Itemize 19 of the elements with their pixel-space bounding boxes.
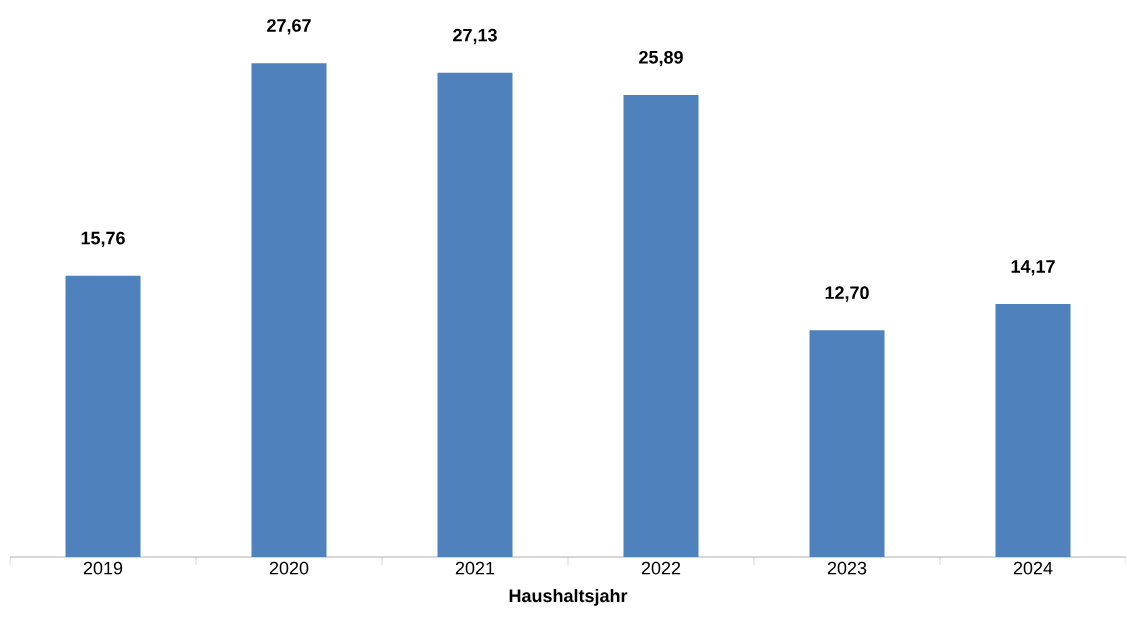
x-tick-label: 2023 — [827, 561, 867, 575]
data-label: 15,76 — [81, 231, 125, 248]
data-label: 25,89 — [639, 50, 683, 67]
x-tick-label: 2020 — [269, 561, 309, 575]
bar — [251, 63, 327, 557]
bar — [65, 275, 141, 557]
data-label: 14,17 — [1011, 260, 1055, 276]
x-tick-label: 2019 — [83, 561, 123, 575]
x-tick-label: 2021 — [455, 561, 495, 575]
data-label: 27,67 — [267, 19, 311, 35]
data-label: 12,70 — [825, 286, 869, 302]
bar — [809, 330, 885, 557]
x-axis-title: Haushaltsjahr — [509, 588, 628, 606]
bar — [623, 94, 699, 557]
bar — [437, 72, 513, 557]
x-tick-label: 2024 — [1013, 561, 1053, 575]
data-label: 27,13 — [453, 28, 497, 45]
x-tick-label: 2022 — [641, 561, 681, 575]
bar — [995, 304, 1071, 557]
